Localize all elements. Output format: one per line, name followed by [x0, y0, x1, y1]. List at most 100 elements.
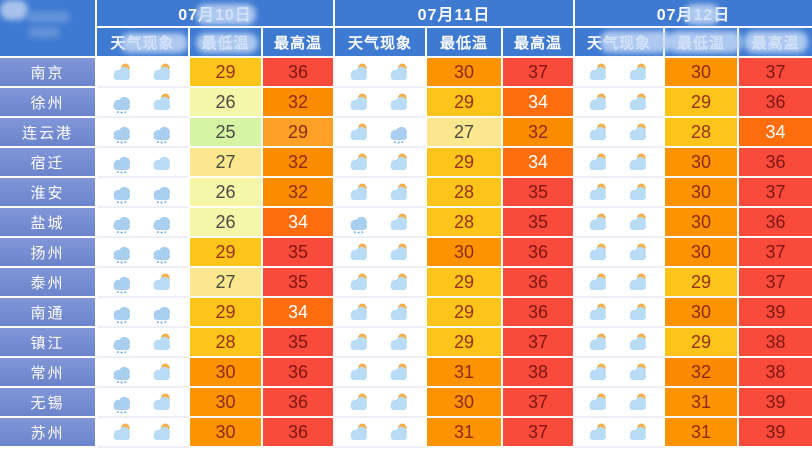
partly-cloudy-icon — [346, 361, 374, 384]
column-header-row: 天气现象 最低温 最高温 天气现象 最低温 最高温 天气现象 最低温 最高温 — [0, 28, 812, 58]
weather-icons-cell — [97, 58, 190, 88]
min-temp-cell: 30 — [427, 388, 503, 418]
max-temp-cell: 34 — [263, 208, 335, 238]
rain-icon — [109, 241, 137, 264]
partly-cloudy-icon — [346, 241, 374, 264]
partly-cloudy-icon — [386, 211, 414, 234]
min-temp-cell: 27 — [427, 118, 503, 148]
partly-cloudy-icon — [346, 391, 374, 414]
min-temp-cell: 30 — [665, 208, 739, 238]
min-temp-cell: 28 — [427, 208, 503, 238]
cloudy-icon — [149, 151, 177, 174]
max-temp-cell: 38 — [739, 358, 812, 388]
weather-icons-cell — [97, 208, 190, 238]
rain-icon — [109, 331, 137, 354]
rain-icon — [109, 301, 137, 324]
weather-icons-cell — [575, 208, 665, 238]
weather-icons-cell — [575, 88, 665, 118]
city-cell: 无锡 — [0, 388, 97, 418]
partly-cloudy-icon — [625, 361, 653, 384]
partly-cloudy-icon — [346, 61, 374, 84]
partly-cloudy-icon — [386, 391, 414, 414]
partly-cloudy-icon — [109, 61, 137, 84]
weather-icons-cell — [335, 238, 427, 268]
rain-icon — [149, 211, 177, 234]
min-temp-cell: 29 — [190, 58, 263, 88]
min-temp-cell: 30 — [427, 238, 503, 268]
weather-icons-cell — [97, 148, 190, 178]
max-temp-cell: 37 — [739, 58, 812, 88]
min-temp-cell: 29 — [665, 268, 739, 298]
min-temp-cell: 27 — [190, 148, 263, 178]
table-row: 盐城 26 34 28 35 30 36 — [0, 208, 812, 238]
partly-cloudy-icon — [585, 211, 613, 234]
partly-cloudy-icon — [149, 91, 177, 114]
table-row: 镇江 28 35 29 37 29 38 — [0, 328, 812, 358]
min-temp-cell: 28 — [190, 328, 263, 358]
partly-cloudy-icon — [346, 181, 374, 204]
max-temp-cell: 34 — [503, 148, 575, 178]
min-temp-cell: 30 — [665, 238, 739, 268]
rain-icon — [346, 211, 374, 234]
min-temp-cell: 26 — [190, 208, 263, 238]
weather-icons-cell — [575, 268, 665, 298]
weather-icons-cell — [575, 118, 665, 148]
min-temp-cell: 30 — [665, 148, 739, 178]
weather-icons-cell — [97, 328, 190, 358]
rain-icon — [149, 181, 177, 204]
weather-icons-cell — [335, 328, 427, 358]
weather-icons-cell — [97, 418, 190, 448]
rain-icon — [109, 181, 137, 204]
partly-cloudy-icon — [346, 331, 374, 354]
city-cell: 扬州 — [0, 238, 97, 268]
max-temp-cell: 36 — [739, 88, 812, 118]
max-temp-cell: 37 — [503, 58, 575, 88]
partly-cloudy-icon — [585, 421, 613, 444]
partly-cloudy-icon — [585, 61, 613, 84]
min-temp-cell: 31 — [427, 418, 503, 448]
partly-cloudy-icon — [625, 91, 653, 114]
min-temp-cell: 28 — [665, 118, 739, 148]
max-temp-cell: 35 — [503, 208, 575, 238]
city-cell: 常州 — [0, 358, 97, 388]
partly-cloudy-icon — [346, 91, 374, 114]
min-temp-cell: 29 — [427, 298, 503, 328]
partly-cloudy-icon — [585, 241, 613, 264]
weather-icons-cell — [575, 298, 665, 328]
max-temp-cell: 36 — [503, 268, 575, 298]
city-cell: 镇江 — [0, 328, 97, 358]
min-temp-cell: 26 — [190, 178, 263, 208]
weather-icons-cell — [335, 88, 427, 118]
max-temp-cell: 36 — [739, 208, 812, 238]
city-cell: 南京 — [0, 58, 97, 88]
min-temp-cell: 31 — [665, 388, 739, 418]
weather-icons-cell — [575, 148, 665, 178]
partly-cloudy-icon — [149, 331, 177, 354]
partly-cloudy-icon — [585, 301, 613, 324]
max-temp-cell: 32 — [263, 178, 335, 208]
max-temp-cell: 36 — [263, 58, 335, 88]
weather-icons-cell — [575, 328, 665, 358]
corner-cell — [0, 0, 97, 58]
partly-cloudy-icon — [625, 181, 653, 204]
partly-cloudy-icon — [386, 241, 414, 264]
min-temp-cell: 29 — [665, 328, 739, 358]
partly-cloudy-icon — [386, 61, 414, 84]
max-temp-cell: 37 — [503, 388, 575, 418]
weather-icons-cell — [335, 298, 427, 328]
weather-icons-cell — [335, 268, 427, 298]
partly-cloudy-icon — [346, 301, 374, 324]
weather-icons-cell — [575, 418, 665, 448]
max-temp-cell: 36 — [503, 298, 575, 328]
min-temp-cell: 29 — [665, 88, 739, 118]
max-temp-cell: 37 — [739, 268, 812, 298]
table-row: 徐州 26 32 29 34 29 36 — [0, 88, 812, 118]
weather-icons-cell — [335, 358, 427, 388]
min-temp-cell: 30 — [190, 418, 263, 448]
city-cell: 盐城 — [0, 208, 97, 238]
city-cell: 苏州 — [0, 418, 97, 448]
partly-cloudy-icon — [149, 421, 177, 444]
weather-icons-cell — [575, 58, 665, 88]
max-temp-cell: 39 — [739, 388, 812, 418]
